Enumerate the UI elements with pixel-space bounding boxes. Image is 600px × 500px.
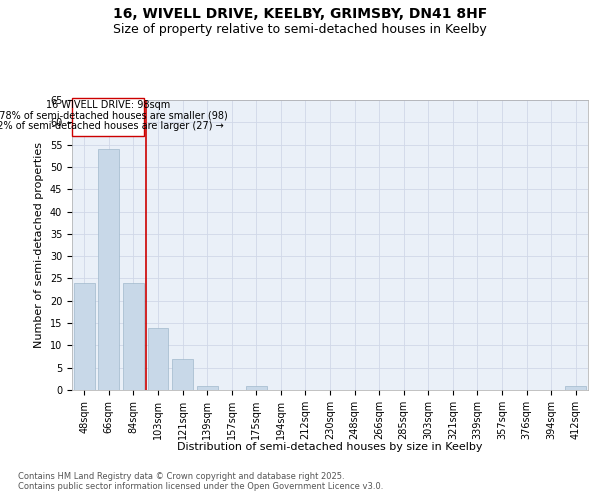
Bar <box>172 359 193 390</box>
Bar <box>565 386 586 390</box>
Text: ← 78% of semi-detached houses are smaller (98): ← 78% of semi-detached houses are smalle… <box>0 110 228 120</box>
Text: 16 WIVELL DRIVE: 98sqm: 16 WIVELL DRIVE: 98sqm <box>46 100 170 110</box>
Text: Contains public sector information licensed under the Open Government Licence v3: Contains public sector information licen… <box>18 482 383 491</box>
Bar <box>246 386 267 390</box>
Text: Distribution of semi-detached houses by size in Keelby: Distribution of semi-detached houses by … <box>177 442 483 452</box>
Text: Size of property relative to semi-detached houses in Keelby: Size of property relative to semi-detach… <box>113 22 487 36</box>
Y-axis label: Number of semi-detached properties: Number of semi-detached properties <box>34 142 44 348</box>
Bar <box>74 283 95 390</box>
Text: 16, WIVELL DRIVE, KEELBY, GRIMSBY, DN41 8HF: 16, WIVELL DRIVE, KEELBY, GRIMSBY, DN41 … <box>113 8 487 22</box>
Bar <box>148 328 169 390</box>
Bar <box>197 386 218 390</box>
FancyBboxPatch shape <box>72 98 144 136</box>
Bar <box>98 149 119 390</box>
Text: 22% of semi-detached houses are larger (27) →: 22% of semi-detached houses are larger (… <box>0 121 224 131</box>
Bar <box>123 283 144 390</box>
Text: Contains HM Land Registry data © Crown copyright and database right 2025.: Contains HM Land Registry data © Crown c… <box>18 472 344 481</box>
